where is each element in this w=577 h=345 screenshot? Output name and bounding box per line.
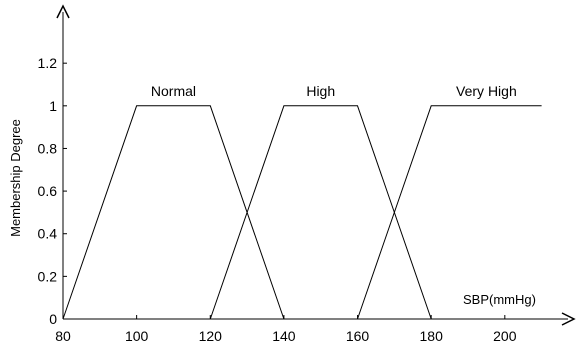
x-tick-label: 200 xyxy=(493,328,517,344)
y-tick-label: 0.8 xyxy=(38,140,58,156)
y-tick-label: 0 xyxy=(49,311,57,327)
x-tick-label: 100 xyxy=(125,328,149,344)
x-tick-label: 160 xyxy=(346,328,370,344)
x-tick-label: 80 xyxy=(55,328,71,344)
y-tick-label: 0.6 xyxy=(38,183,58,199)
ticks: 80 100 120 140 160 180 200 0 0.2 0.4 0.6 0.8 1 1.2 xyxy=(38,55,517,344)
y-tick-label: 0.2 xyxy=(38,268,58,284)
x-axis-label: SBP(mmHg) xyxy=(463,292,536,307)
x-tick-label: 140 xyxy=(272,328,296,344)
series-label-high: High xyxy=(306,83,335,99)
x-tick-label: 120 xyxy=(199,328,223,344)
y-tick-label: 0.4 xyxy=(38,226,58,242)
y-axis-arrow xyxy=(56,4,70,19)
series-label-normal: Normal xyxy=(151,83,196,99)
series-line-very-high xyxy=(357,105,542,320)
y-tick-label: 1 xyxy=(49,98,57,114)
x-tick-label: 180 xyxy=(420,328,444,344)
y-tick-label: 1.2 xyxy=(38,55,58,71)
y-axis-label: Membership Degree xyxy=(8,119,23,237)
axes xyxy=(56,4,576,326)
series-label-very-high: Very High xyxy=(456,83,517,99)
x-axis-arrow xyxy=(561,312,576,326)
series-line-high xyxy=(209,105,432,320)
series-line-normal xyxy=(62,105,285,320)
series-layer: Normal High Very High xyxy=(62,83,542,320)
